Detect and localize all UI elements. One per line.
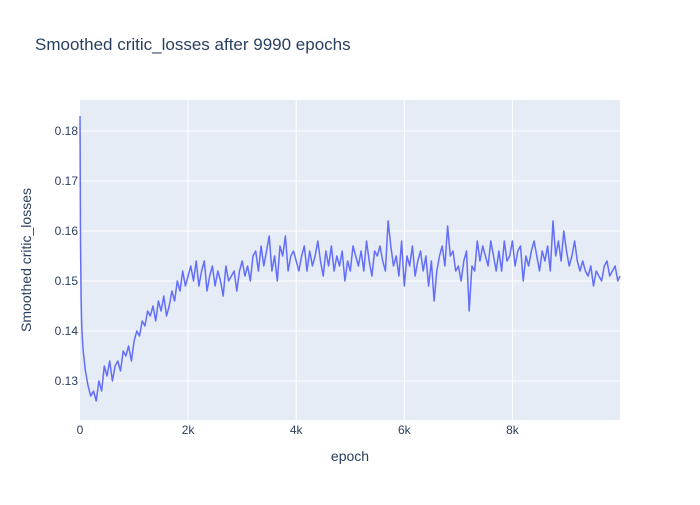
chart-title: Smoothed critic_losses after 9990 epochs: [35, 35, 351, 54]
y-tick-label: 0.18: [55, 124, 79, 138]
plot-area: [80, 100, 620, 420]
y-tick-label: 0.13: [55, 374, 79, 388]
x-tick-label: 8k: [506, 423, 520, 437]
x-tick-label: 0: [77, 423, 84, 437]
y-tick-label: 0.16: [55, 224, 79, 238]
y-tick-label: 0.17: [55, 174, 79, 188]
y-gridlines: [80, 130, 620, 382]
x-tick-label: 6k: [398, 423, 412, 437]
y-tick-labels: 0.13 0.14 0.15 0.16 0.17 0.18: [55, 124, 79, 388]
series-layer: [79, 115, 621, 402]
x-tick-label: 2k: [182, 423, 196, 437]
x-tick-label: 4k: [290, 423, 304, 437]
y-tick-label: 0.14: [55, 324, 79, 338]
x-tick-labels: 0 2k 4k 6k 8k: [77, 423, 520, 437]
series-line: [79, 115, 621, 402]
y-axis-title: Smoothed critic_losses: [18, 188, 34, 332]
y-tick-label: 0.15: [55, 274, 79, 288]
x-axis-title: epoch: [331, 448, 369, 464]
